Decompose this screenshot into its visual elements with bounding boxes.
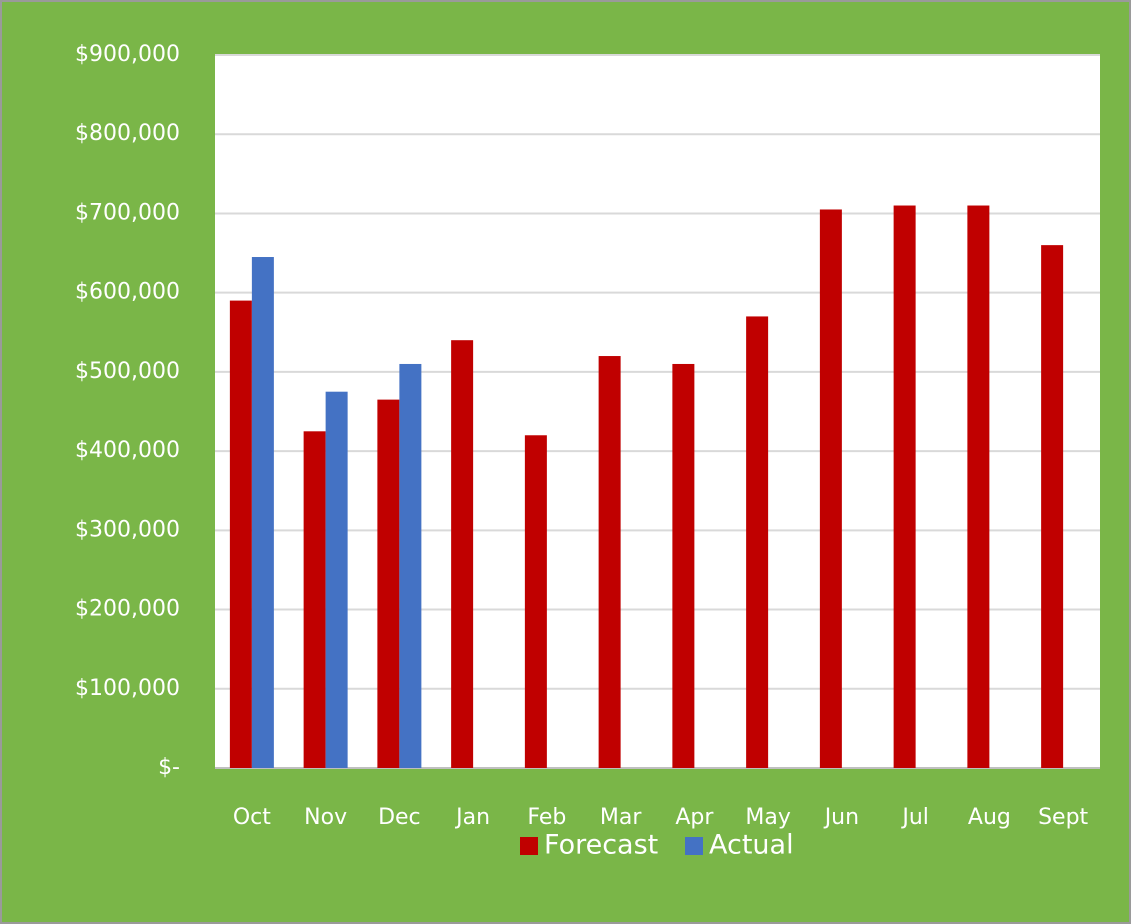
legend-swatch [685, 837, 703, 855]
bar [672, 363, 695, 768]
x-tick-label: Feb [527, 805, 566, 830]
y-tick-label: $900,000 [75, 42, 180, 67]
bar [893, 205, 916, 768]
y-tick-label: $800,000 [75, 121, 180, 146]
bar [746, 316, 769, 768]
bar [303, 431, 326, 768]
legend-text: Actual [709, 830, 794, 861]
bar [377, 399, 400, 768]
y-tick-label: $400,000 [75, 438, 180, 463]
y-tick-label: $200,000 [75, 597, 180, 622]
x-tick-label: Jul [900, 805, 929, 830]
x-tick-label: Jun [823, 805, 859, 830]
y-tick-label: $100,000 [75, 676, 180, 701]
bar [967, 205, 990, 768]
y-tick-label: $300,000 [75, 517, 180, 542]
y-tick-label: $500,000 [75, 359, 180, 384]
legend-swatch [520, 837, 538, 855]
bar [598, 356, 621, 768]
bar [251, 257, 274, 768]
y-tick-label: $- [158, 755, 180, 780]
bar [819, 209, 842, 768]
bar [1041, 245, 1064, 769]
bar [325, 391, 348, 768]
x-tick-label: Aug [968, 805, 1011, 830]
x-tick-label: Jan [454, 805, 490, 830]
x-tick-label: Dec [378, 805, 421, 830]
x-tick-label: Sept [1038, 805, 1088, 830]
legend-text: Forecast [544, 830, 658, 861]
plot-area [215, 55, 1100, 768]
x-tick-label: Mar [600, 805, 642, 830]
bar [451, 340, 474, 768]
bar [399, 363, 422, 768]
x-tick-label: Nov [304, 805, 347, 830]
y-tick-label: $700,000 [75, 200, 180, 225]
bar [524, 435, 547, 768]
y-tick-label: $600,000 [75, 280, 180, 305]
x-tick-label: May [745, 805, 790, 830]
x-tick-label: Oct [233, 805, 271, 830]
x-tick-label: Apr [675, 805, 714, 830]
bar [229, 300, 252, 768]
